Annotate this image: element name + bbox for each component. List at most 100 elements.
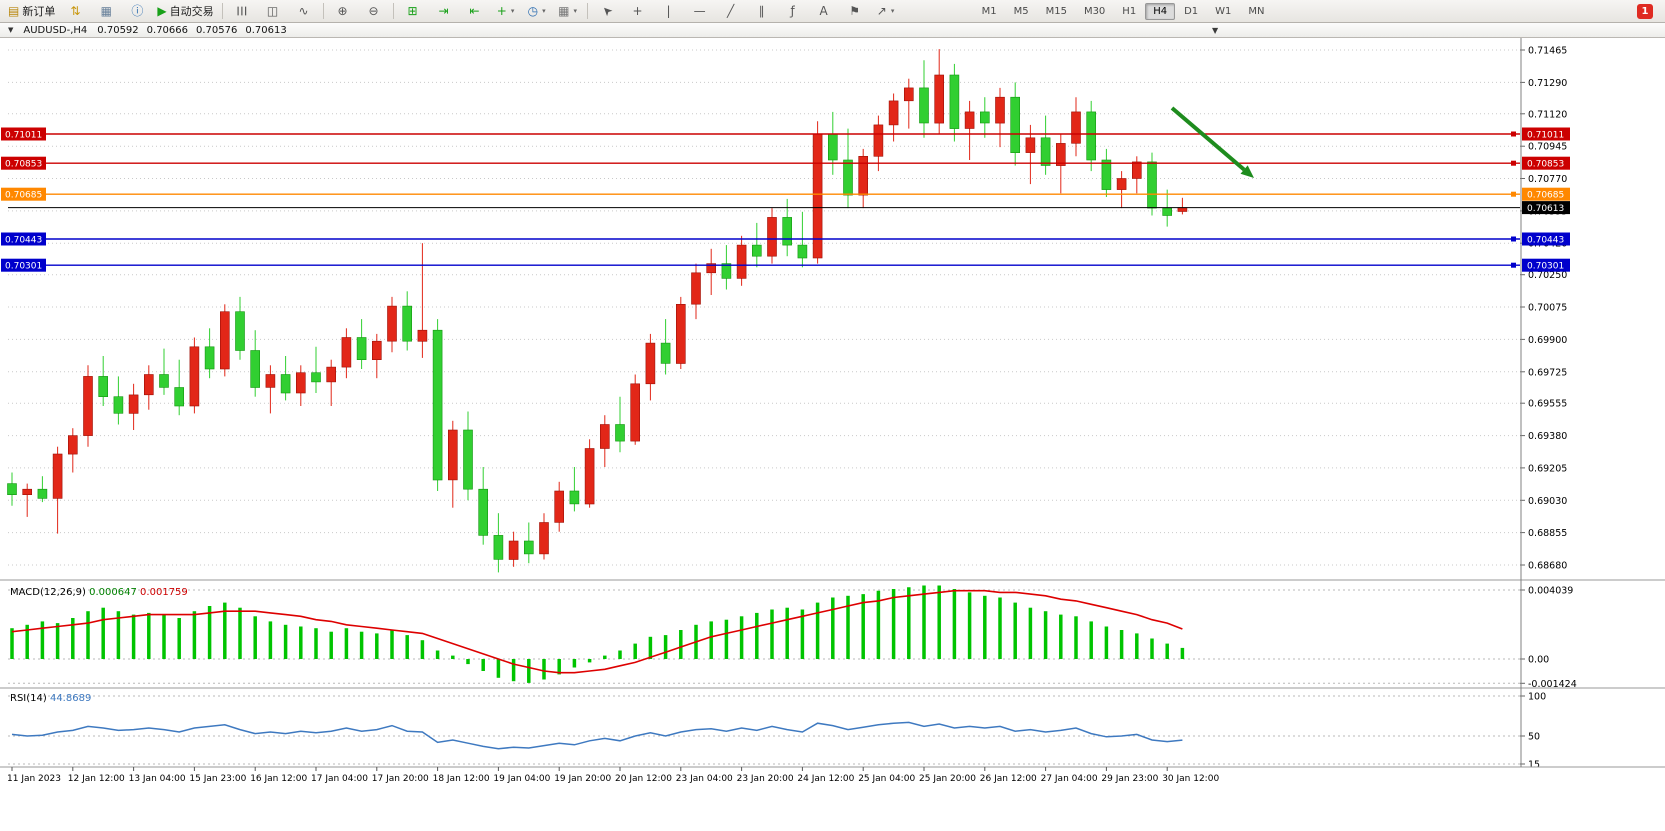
line-handle[interactable] (1511, 160, 1516, 166)
timeframe-w1-button[interactable]: W1 (1215, 5, 1232, 17)
svg-text:0.70613: 0.70613 (1527, 204, 1564, 214)
line-handle[interactable] (1511, 131, 1516, 137)
crosshair-button[interactable]: + (623, 1, 653, 22)
candle (371, 340, 382, 361)
chart-menu-icon[interactable]: ▼ (8, 26, 14, 34)
macd-signal-line (11, 589, 1183, 674)
price-badge-right (1522, 156, 1570, 170)
candlestick-series (7, 49, 1188, 573)
notification-badge[interactable]: 1 (1637, 3, 1653, 19)
zoom-out-icon: ⊖ (368, 4, 379, 18)
price-axis-label: 0.69900 (1528, 335, 1567, 346)
text-button[interactable]: A (809, 1, 839, 22)
channel-button[interactable]: ∥ (747, 1, 777, 22)
candle (691, 272, 701, 305)
candle (1162, 207, 1172, 216)
auto-scroll-button[interactable]: ⇥ (429, 1, 459, 22)
down-trend-arrow[interactable] (1170, 106, 1254, 178)
candle (1101, 159, 1112, 190)
candle (888, 100, 899, 126)
rsi-panel: 100 50 15 RSI(14) 44.8689 (8, 692, 1546, 771)
timeframe-m30-button[interactable]: M30 (1083, 5, 1106, 17)
candle (189, 346, 200, 407)
time-axis-label: 19 Jan 04:00 (493, 774, 550, 784)
timeframe-m5-button[interactable]: M5 (1013, 5, 1029, 17)
line-handle[interactable] (1511, 191, 1516, 197)
time-axis-label: 25 Jan 04:00 (858, 774, 915, 784)
price-axis-label: 0.68680 (1528, 561, 1567, 572)
svg-text:0.71011: 0.71011 (5, 131, 42, 141)
candle (995, 96, 1005, 124)
candle (827, 133, 838, 161)
timeframe-m15-button[interactable]: M15 (1045, 5, 1067, 17)
candle (144, 374, 154, 396)
timeframe-d1-button[interactable]: D1 (1184, 5, 1199, 17)
price-axis-label: 0.69380 (1528, 431, 1567, 442)
rsi-axis-label: 50 (1528, 732, 1540, 743)
timeframe-mn-button[interactable]: MN (1248, 5, 1265, 17)
periods-dropdown[interactable]: ◷ ▾ (522, 1, 552, 22)
chart-area[interactable]: 0.714650.712900.711200.709450.707700.705… (0, 38, 1665, 831)
candle (554, 490, 565, 523)
chart-shift-button[interactable]: ⇤ (460, 1, 490, 22)
label-button[interactable]: ⚑ (840, 1, 870, 22)
candle (858, 156, 869, 196)
chart-shift-marker[interactable]: ▼ (1212, 26, 1219, 35)
price-chart[interactable]: 0.714650.712900.711200.709450.707700.705… (0, 38, 1665, 831)
templates-dropdown[interactable]: ▦ ▾ (553, 1, 583, 22)
candle (52, 453, 63, 499)
svg-text:0.70685: 0.70685 (5, 191, 42, 201)
candle (220, 311, 230, 370)
zoom-out-button[interactable]: ⊖ (359, 1, 389, 22)
rsi-line (11, 721, 1183, 750)
vertical-line-icon: | (666, 4, 671, 18)
price-axis-label: 0.69555 (1528, 399, 1567, 410)
bars-chart-button[interactable]: ☰ (227, 1, 257, 22)
cursor-button[interactable]: ➤ (592, 1, 622, 22)
candle (128, 394, 139, 414)
candle (463, 429, 473, 490)
candle (660, 342, 671, 364)
market-watch-button[interactable]: ⇅ (60, 1, 90, 22)
zoom-in-button[interactable]: ⊕ (328, 1, 358, 22)
horizontal-line-button[interactable]: — (685, 1, 715, 22)
candle (311, 372, 321, 383)
candlestick-chart-button[interactable]: ◫ (258, 1, 288, 22)
line-handle[interactable] (1511, 262, 1516, 268)
autotrading-button[interactable]: ▶ 自动交易 (153, 1, 217, 22)
line-chart-button[interactable]: ∿ (289, 1, 319, 22)
time-axis-label: 30 Jan 12:00 (1162, 774, 1219, 784)
arrows-dropdown[interactable]: ↗ ▾ (871, 1, 901, 22)
candle (1025, 137, 1036, 153)
price-axis-label: 0.69030 (1528, 496, 1567, 507)
svg-text:0.70443: 0.70443 (5, 236, 42, 246)
timeframe-h4-button[interactable]: H4 (1145, 2, 1176, 20)
candle (1010, 96, 1021, 154)
line-handle[interactable] (1511, 236, 1516, 242)
terminal-button[interactable]: ⓘ (122, 1, 152, 22)
candle (7, 483, 17, 496)
price-axis-label: 0.70075 (1528, 303, 1567, 314)
price-axis-label: 0.70770 (1528, 174, 1567, 185)
tile-windows-button[interactable]: ⊞ (398, 1, 428, 22)
vertical-line-button[interactable]: | (654, 1, 684, 22)
candle (979, 111, 990, 124)
new-order-button[interactable]: ▤ 新订单 (4, 1, 59, 22)
trendline-button[interactable]: ╱ (716, 1, 746, 22)
candle (159, 374, 169, 388)
timeframe-m1-button[interactable]: M1 (981, 5, 997, 17)
candle (630, 383, 641, 442)
price-axis-label: 0.71120 (1528, 109, 1567, 120)
time-axis-label: 23 Jan 04:00 (676, 774, 733, 784)
timeframe-h1-button[interactable]: H1 (1122, 5, 1137, 17)
svg-text:0.70853: 0.70853 (1527, 160, 1564, 170)
candle (903, 87, 914, 102)
fibonacci-button[interactable]: ƒ (778, 1, 808, 22)
price-axis-label: 0.68855 (1528, 528, 1567, 539)
candle (584, 448, 595, 505)
toolbar-separator (586, 3, 588, 19)
candle (539, 522, 549, 555)
data-window-button[interactable]: ▦ (91, 1, 121, 22)
candle (174, 387, 184, 407)
indicators-dropdown[interactable]: + ▾ (491, 1, 521, 22)
